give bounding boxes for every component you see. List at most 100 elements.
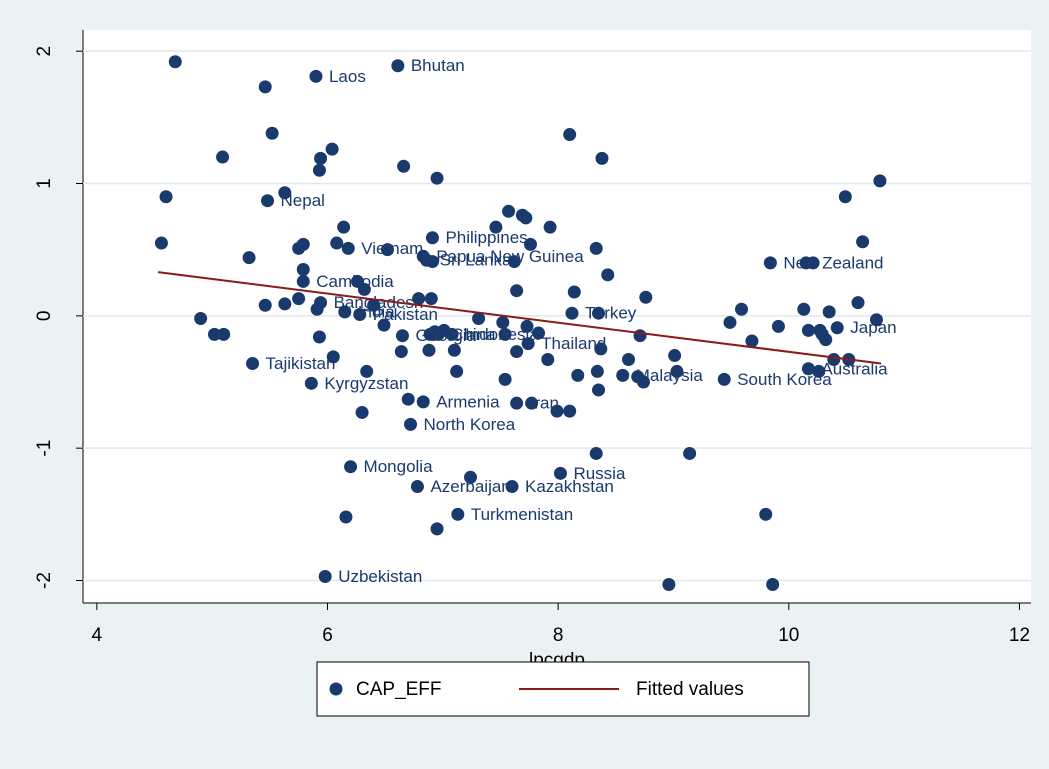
point	[541, 353, 555, 367]
point-label: Bhutan	[411, 56, 465, 75]
point	[265, 126, 279, 140]
point	[766, 577, 780, 591]
point	[401, 392, 415, 406]
point	[594, 342, 608, 356]
point	[312, 330, 326, 344]
point	[498, 327, 512, 341]
point	[314, 151, 328, 165]
point	[464, 470, 478, 484]
point	[217, 327, 231, 341]
point	[310, 302, 324, 316]
point	[496, 315, 510, 329]
y-tick-label: -1	[34, 440, 55, 457]
point	[622, 353, 636, 367]
point	[330, 236, 344, 250]
point	[296, 274, 310, 288]
point	[806, 256, 820, 270]
point	[668, 349, 682, 363]
point	[801, 362, 815, 376]
point	[194, 311, 208, 325]
point	[565, 306, 579, 320]
point	[472, 311, 486, 325]
point	[355, 405, 369, 419]
point	[304, 376, 318, 390]
point	[318, 570, 332, 584]
y-tick-label: 1	[34, 178, 55, 189]
point-label: Tajikistan	[266, 354, 336, 373]
point	[745, 334, 759, 348]
point-label: Japan	[850, 318, 896, 337]
point	[717, 372, 731, 386]
point	[309, 69, 323, 83]
point	[430, 171, 444, 185]
point	[424, 292, 438, 306]
point	[312, 163, 326, 177]
point	[589, 241, 603, 255]
point	[616, 368, 630, 382]
point	[639, 290, 653, 304]
point-label: Nepal	[281, 191, 325, 210]
point	[595, 151, 609, 165]
point	[395, 329, 409, 343]
legend-label: CAP_EFF	[356, 679, 442, 700]
point	[430, 522, 444, 536]
point	[505, 480, 519, 494]
point	[567, 285, 581, 299]
x-tick-label: 10	[778, 625, 799, 646]
point	[410, 480, 424, 494]
point	[851, 296, 865, 310]
point	[339, 510, 353, 524]
point	[258, 80, 272, 94]
point	[601, 268, 615, 282]
point	[662, 577, 676, 591]
legend-marker	[329, 682, 343, 696]
point	[856, 235, 870, 249]
point	[801, 323, 815, 337]
point-label: Russia	[573, 464, 626, 483]
point	[425, 255, 439, 269]
point	[325, 142, 339, 156]
point	[296, 263, 310, 277]
point-label: Laos	[329, 67, 366, 86]
point	[394, 345, 408, 359]
point	[353, 308, 367, 322]
point	[412, 292, 426, 306]
point-label: Sri Lanka	[440, 251, 512, 270]
point	[510, 345, 524, 359]
x-tick-label: 4	[92, 625, 103, 646]
point-label: Philippines	[445, 228, 527, 247]
x-tick-label: 6	[322, 625, 333, 646]
point	[759, 507, 773, 521]
point	[812, 364, 826, 378]
point	[337, 220, 351, 234]
point	[447, 343, 461, 357]
point	[592, 383, 606, 397]
point-label: Turkmenistan	[471, 505, 573, 524]
point-label: Uzbekistan	[338, 567, 422, 586]
point	[815, 327, 829, 341]
point	[489, 220, 503, 234]
point-label: India	[358, 302, 395, 321]
point	[550, 404, 564, 418]
point-label: New Zealand	[783, 253, 883, 272]
y-tick-label: 0	[34, 311, 55, 322]
point	[797, 302, 811, 316]
point	[510, 284, 524, 298]
point	[292, 292, 306, 306]
point	[341, 241, 355, 255]
point	[523, 237, 537, 251]
point	[571, 368, 585, 382]
point	[380, 243, 394, 257]
point	[532, 326, 546, 340]
point	[360, 364, 374, 378]
fit-line	[157, 271, 882, 365]
point-label: Papua New Guinea	[436, 247, 584, 266]
point	[543, 220, 557, 234]
y-tick-label: -2	[34, 572, 55, 589]
point	[207, 327, 221, 341]
point	[168, 55, 182, 69]
point	[590, 364, 604, 378]
point	[416, 395, 430, 409]
